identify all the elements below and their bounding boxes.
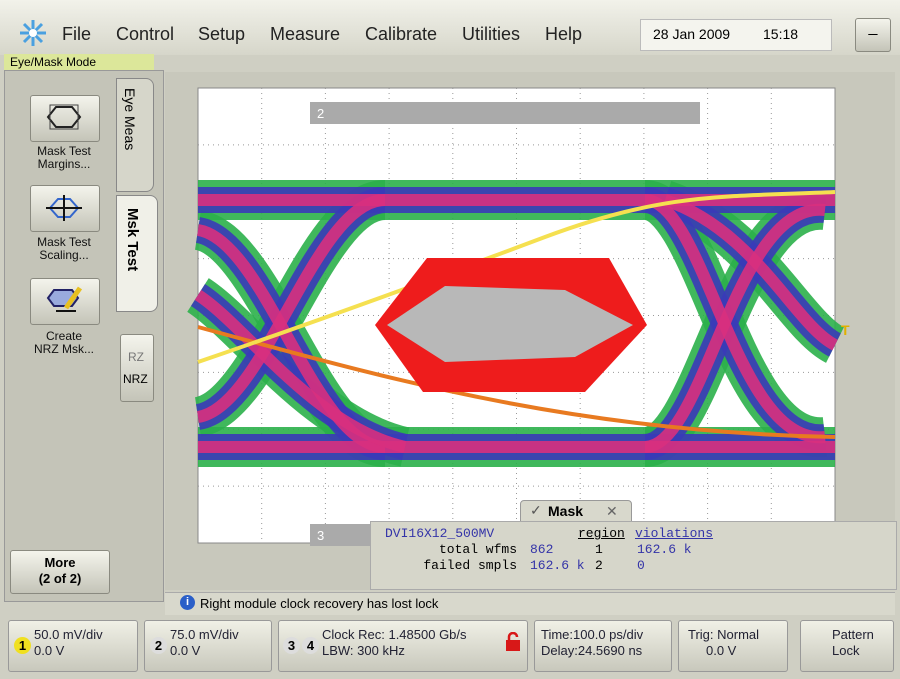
date: 28 Jan 2009 <box>653 26 731 42</box>
trigger-marker: T <box>841 322 850 338</box>
status-text: Right module clock recovery has lost loc… <box>200 596 439 611</box>
mask-interior <box>387 286 633 362</box>
header-region: region <box>578 526 625 541</box>
pattern-line2: Lock <box>832 643 860 658</box>
ch4-number: 4 <box>302 637 319 654</box>
ch1-offset: 0.0 V <box>34 643 65 658</box>
tab-eye[interactable] <box>116 78 154 192</box>
margins-button[interactable] <box>30 95 100 142</box>
scaling-icon <box>46 195 82 221</box>
status-bar <box>165 592 895 615</box>
time: 15:18 <box>763 26 799 42</box>
stat-value: 862 <box>530 542 554 557</box>
menu-utilities[interactable]: Utilities <box>462 24 521 44</box>
minimize-button[interactable]: _ <box>855 18 891 52</box>
mode-label: Eye/Mask Mode <box>4 54 154 70</box>
ch1-scale: 50.0 mV/div <box>34 627 103 642</box>
rz-button[interactable]: RZ <box>128 350 144 364</box>
stat-label: failed smpls <box>423 558 517 573</box>
pattern-box[interactable] <box>800 620 894 672</box>
label-line: Mask Test <box>37 235 91 249</box>
label-line: Scaling... <box>39 248 89 262</box>
header-violations: violations <box>635 526 714 541</box>
marker-bar <box>310 102 700 124</box>
violations: 0 <box>637 558 645 573</box>
more-line: (2 of 2) <box>38 571 82 586</box>
logo <box>20 20 46 46</box>
label-line: Mask Test <box>37 144 91 158</box>
eye-trace <box>196 194 386 423</box>
eye-trace <box>196 224 386 453</box>
label-line: Margins... <box>37 157 91 171</box>
trigger-box[interactable] <box>678 620 788 672</box>
menu-calibrate[interactable]: Calibrate <box>365 24 438 44</box>
clock-box <box>640 19 832 51</box>
mask-name: DVI16X12_500MV <box>385 526 495 541</box>
nrz-button[interactable]: NRZ <box>123 372 148 386</box>
ch2-offset: 0.0 V <box>170 643 201 658</box>
more-button[interactable]: More (2 of 2) <box>10 550 110 594</box>
button-label: Mask Test Scaling... <box>14 236 114 262</box>
info-icon: i <box>180 595 195 610</box>
tab-mask-label: Msk Test <box>124 208 141 272</box>
margins-icon <box>46 104 82 130</box>
lbw: LBW: 300 kHz <box>322 643 405 658</box>
time-scale: Time:100.0 ps/div <box>541 627 644 642</box>
menu-measure[interactable]: Measure <box>270 24 341 44</box>
check-icon: ✓ <box>530 502 542 518</box>
display: 2 3 T <box>165 72 895 590</box>
yellow-trace <box>197 190 836 364</box>
ch2-number: 2 <box>150 637 167 654</box>
trigger-mode: Trig: Normal <box>688 627 760 642</box>
menu-help[interactable]: Help <box>545 24 583 44</box>
trigger-level: 0.0 V <box>706 643 737 658</box>
button-label: Create NRZ Msk... <box>14 330 114 356</box>
clock-rec: Clock Rec: 1.48500 Gb/s <box>322 627 467 642</box>
ch1-number: 1 <box>14 637 31 654</box>
close-icon[interactable]: ✕ <box>606 503 618 519</box>
violations: 162.6 k <box>637 542 692 557</box>
tab-eye-label: Eye Meas <box>122 88 138 151</box>
label-line: Create <box>45 329 83 343</box>
ch2-scale: 75.0 mV/div <box>170 627 239 642</box>
mask-title: Mask <box>548 503 584 519</box>
create-icon <box>46 286 83 312</box>
mask-panel <box>370 521 897 590</box>
ch3-number: 3 <box>283 637 300 654</box>
orange-trace <box>197 325 836 439</box>
button-label: Mask Test Margins... <box>14 145 114 171</box>
menu-file[interactable]: File <box>62 24 92 44</box>
eye-trace <box>643 203 826 453</box>
timebase-box[interactable] <box>534 620 672 672</box>
tab-mask[interactable] <box>116 195 158 312</box>
stat-value: 162.6 k <box>530 558 585 573</box>
pattern-line1: Pattern <box>832 627 874 642</box>
marker-label: 3 <box>317 528 324 543</box>
label-line: NRZ Msk... <box>34 342 94 356</box>
region: 1 <box>595 542 603 557</box>
ch34-box[interactable] <box>278 620 528 672</box>
more-line: More <box>44 555 76 570</box>
menu-setup[interactable]: Setup <box>198 24 246 44</box>
format-buttons <box>120 334 154 402</box>
menu-control[interactable]: Control <box>116 24 175 44</box>
lock-icon <box>506 632 520 651</box>
eye-trace <box>194 289 407 453</box>
delay: Delay:24.5690 ns <box>541 643 643 658</box>
marker-label: 2 <box>317 106 324 121</box>
stat-label: total wfms <box>438 542 517 557</box>
eye-trace <box>663 194 839 351</box>
region: 2 <box>595 558 603 573</box>
